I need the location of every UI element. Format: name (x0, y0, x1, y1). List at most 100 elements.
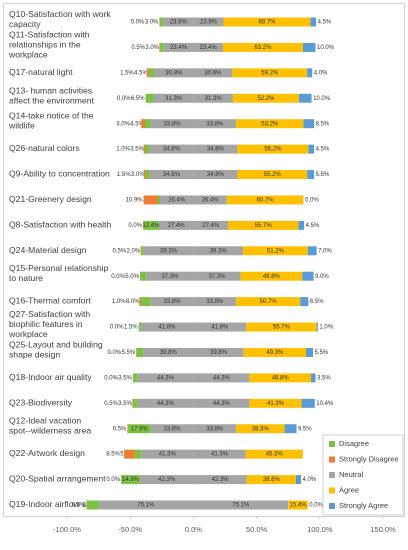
value-label: 38.3% (252, 426, 270, 432)
bar-segment (193, 246, 244, 256)
value-label: 6.5% (310, 299, 324, 305)
bar-segment (140, 246, 142, 256)
bar-segment (159, 42, 161, 52)
value-label: 33.8% (206, 299, 224, 305)
bar-segment (160, 42, 164, 52)
value-label: 30.8% (165, 70, 183, 76)
category-label: Q18-Indoor air quality (9, 372, 92, 382)
bar-segment (310, 17, 317, 27)
bar-segment (223, 17, 311, 27)
value-label: 41.3% (211, 452, 229, 458)
value-label: 27.4% (168, 223, 186, 229)
value-label: 33.8% (164, 426, 182, 432)
bar-segment (306, 347, 313, 357)
bar-segment (139, 297, 141, 307)
value-label: 0.0% (107, 350, 121, 356)
bar-segment (193, 68, 233, 78)
bar-segment (300, 297, 309, 307)
bar-segment (159, 17, 164, 27)
bar-segment (193, 398, 250, 408)
value-label: 48.8% (263, 274, 281, 280)
value-label: 8.5% (106, 452, 120, 458)
value-label: 1.5% (120, 70, 134, 76)
plot-frame (3, 3, 405, 517)
bar-segment (132, 398, 133, 408)
value-label: 7.0% (318, 248, 332, 254)
bar-segment (124, 449, 135, 459)
value-label: 0.0% (305, 198, 319, 204)
value-label: 0.0% (111, 274, 125, 280)
value-label: 10.0% (313, 96, 331, 102)
category-label: Q11-Satisfaction with relationships in th… (8, 30, 90, 60)
value-label: 0.0% (106, 477, 120, 483)
value-label: 39.8% (210, 350, 228, 356)
legend-swatch (329, 487, 335, 494)
value-label: 15.4% (290, 503, 308, 509)
bar-segment (295, 475, 301, 485)
bar-segment (158, 220, 194, 230)
bar-segment (232, 68, 308, 78)
bar-segment (127, 424, 129, 434)
value-label: 48.8% (272, 375, 290, 381)
value-label: 44.3% (213, 401, 231, 407)
value-label: 5.5% (121, 350, 135, 356)
value-label: 55.2% (264, 172, 282, 178)
category-label: Q19-Indoor airflow speed (9, 499, 106, 509)
value-label: 23.9% (200, 20, 218, 26)
value-label: 33.8% (164, 121, 182, 127)
bar-segment (308, 144, 315, 154)
legend-swatch (329, 456, 335, 463)
legend-swatch (329, 472, 335, 478)
bar-segment (144, 119, 151, 129)
bar-segment (302, 271, 314, 281)
value-label: 50.7% (260, 299, 278, 305)
value-label: 30.8% (204, 70, 222, 76)
value-label: 8.0% (126, 299, 140, 305)
bar-segment (144, 144, 150, 154)
bar-segment (143, 144, 145, 154)
value-label: 8.5% (316, 121, 330, 127)
bar-segment (232, 93, 299, 103)
x-tick-label: 150.0% (370, 525, 396, 534)
bar-segment (193, 42, 223, 52)
bar-segment (284, 424, 297, 434)
value-label: 1.5% (117, 172, 131, 178)
bar-segment (128, 424, 151, 434)
bar-segment (146, 271, 194, 281)
value-label: 59.2% (261, 70, 279, 76)
value-label: 44.3% (157, 401, 175, 407)
value-label: 0.5% (131, 45, 145, 51)
bar-segment (86, 500, 99, 510)
value-label: 44.3% (213, 375, 231, 381)
bar-segment (236, 297, 301, 307)
bar-segment (193, 347, 244, 357)
value-label: 3.5% (118, 375, 132, 381)
value-label: 4.5% (318, 20, 332, 26)
value-label: 68.7% (259, 20, 277, 26)
bar-segment (150, 424, 194, 434)
legend-box (322, 434, 404, 516)
value-label: 31.3% (165, 96, 183, 102)
bar-segment (160, 195, 194, 205)
bar-segment (311, 373, 316, 383)
bar-segment (228, 220, 299, 230)
bar-segment (148, 68, 155, 78)
value-label: 33.8% (206, 121, 224, 127)
value-label: 44.3% (157, 375, 175, 381)
value-label: 49.3% (266, 350, 284, 356)
bar-segment (237, 170, 308, 180)
bar-segment (143, 347, 194, 357)
value-label: 14.9% (122, 477, 140, 483)
value-label: 3.5% (317, 375, 331, 381)
value-label: 55.7% (273, 325, 291, 331)
bar-segment (243, 347, 307, 357)
bar-segment (193, 119, 237, 129)
bar-segment (134, 449, 142, 459)
bar-segment (150, 119, 194, 129)
value-label: 26.4% (168, 198, 186, 204)
value-label: 4.5% (306, 223, 320, 229)
value-label: 27.4% (202, 223, 220, 229)
value-label: 1.0% (112, 299, 126, 305)
value-label: 4.0% (302, 477, 316, 483)
